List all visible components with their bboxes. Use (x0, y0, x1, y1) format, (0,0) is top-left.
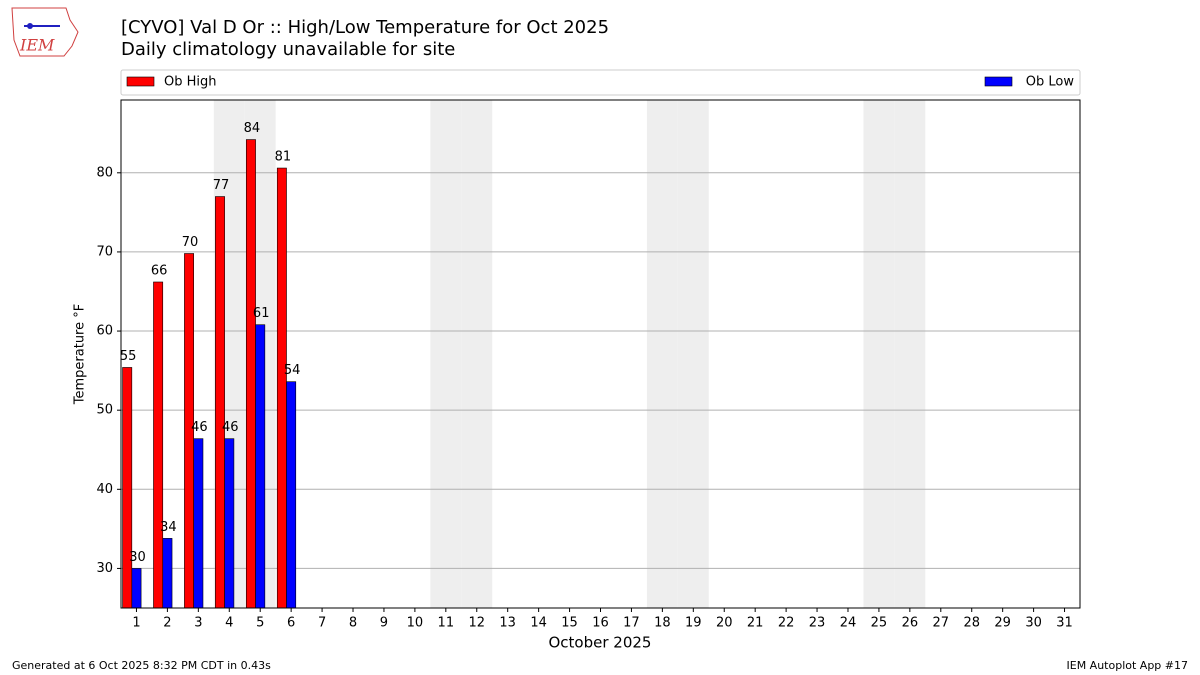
x-tick-label: 2 (163, 616, 171, 631)
y-tick-label: 80 (96, 165, 113, 180)
x-tick-label: 27 (933, 616, 950, 631)
x-tick-label: 3 (194, 616, 202, 631)
x-tick-label: 7 (318, 616, 326, 631)
bar (193, 438, 204, 609)
data-label: 34 (160, 520, 177, 535)
x-tick-label: 28 (963, 616, 980, 631)
x-tick-label: 25 (871, 616, 888, 631)
x-tick-label: 14 (530, 616, 547, 631)
x-tick-label: 21 (747, 616, 764, 631)
bar (215, 196, 225, 609)
x-tick-label: 13 (499, 616, 516, 631)
bar (122, 367, 133, 609)
y-tick-label: 50 (96, 403, 113, 418)
x-tick-label: 8 (349, 616, 357, 631)
footer-left: Generated at 6 Oct 2025 8:32 PM CDT in 0… (12, 659, 271, 672)
bar (245, 139, 256, 609)
x-axis-label: October 2025 (549, 634, 652, 652)
legend-swatch (984, 76, 1013, 87)
logo: IEM (11, 7, 79, 57)
x-tick-label: 11 (438, 616, 455, 631)
x-tick-label: 17 (623, 616, 640, 631)
weekend-shade (863, 100, 895, 608)
y-tick-label: 60 (96, 324, 113, 339)
x-tick-label: 29 (994, 616, 1011, 631)
data-label: 55 (120, 349, 137, 364)
weekend-shade (894, 100, 926, 608)
data-label: 54 (284, 363, 301, 378)
y-tick-label: 30 (96, 561, 113, 576)
bar (153, 281, 164, 609)
data-label: 46 (191, 420, 208, 435)
x-tick-label: 5 (256, 616, 264, 631)
data-label: 46 (222, 420, 239, 435)
legend (120, 69, 1081, 96)
x-tick-label: 19 (685, 616, 702, 631)
x-tick-label: 9 (380, 616, 388, 631)
logo-outline (11, 7, 79, 57)
logo-text: IEM (19, 36, 55, 55)
plot-frame (120, 99, 1081, 609)
legend-swatch (126, 76, 155, 87)
bar (286, 381, 297, 609)
data-label: 81 (275, 150, 292, 165)
x-tick-label: 6 (287, 616, 295, 631)
x-tick-label: 18 (654, 616, 671, 631)
data-label: 84 (244, 121, 261, 136)
bar (224, 438, 235, 609)
y-axis-label: Temperature °F (73, 304, 88, 405)
x-tick-label: 1 (132, 616, 140, 631)
legend-label: Ob High (164, 75, 217, 90)
logo-dot (27, 23, 33, 29)
x-tick-label: 31 (1056, 616, 1073, 631)
x-tick-label: 12 (468, 616, 485, 631)
y-tick-label: 40 (96, 482, 113, 497)
data-label: 70 (182, 235, 199, 250)
chart-subtitle: Daily climatology unavailable for site (121, 39, 455, 60)
x-tick-label: 10 (407, 616, 424, 631)
x-tick-label: 24 (840, 616, 857, 631)
weekend-shade (646, 100, 678, 608)
weekend-shade (677, 100, 709, 608)
legend-label: Ob Low (1026, 75, 1075, 90)
footer-right: IEM Autoplot App #17 (1067, 659, 1189, 672)
x-tick-label: 23 (809, 616, 826, 631)
bar (276, 167, 287, 609)
x-tick-label: 26 (902, 616, 919, 631)
data-label: 30 (129, 550, 146, 565)
x-tick-label: 20 (716, 616, 733, 631)
x-tick-label: 16 (592, 616, 609, 631)
x-tick-label: 22 (778, 616, 795, 631)
chart-title: [CYVO] Val D Or :: High/Low Temperature … (121, 17, 609, 38)
weekend-shade (461, 100, 493, 608)
x-tick-label: 15 (561, 616, 578, 631)
y-tick-label: 70 (96, 244, 113, 259)
bar (255, 324, 266, 609)
x-tick-label: 30 (1025, 616, 1042, 631)
data-label: 66 (151, 263, 168, 278)
x-tick-label: 4 (225, 616, 233, 631)
bar (131, 568, 142, 609)
bar (162, 538, 173, 609)
data-label: 77 (213, 178, 230, 193)
weekend-shade (430, 100, 462, 608)
data-label: 61 (253, 306, 270, 321)
